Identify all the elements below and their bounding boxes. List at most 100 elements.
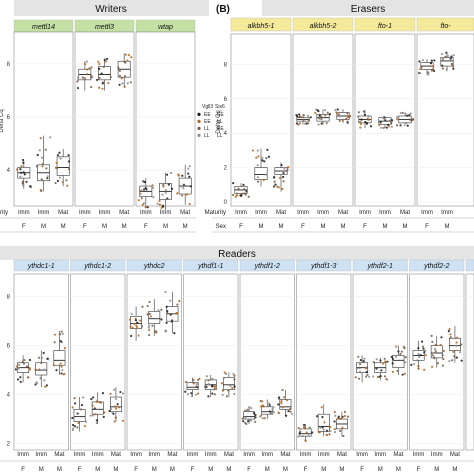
- point-2-6-0-4: [365, 371, 368, 374]
- legend-key-0: [197, 112, 201, 116]
- point-2-0-1-5: [42, 351, 45, 355]
- point-1-2-2-5: [395, 124, 399, 127]
- point-2-0-0-7: [19, 376, 22, 379]
- point-1-2-0-1: [360, 118, 363, 121]
- point-2-1-1-2: [90, 398, 93, 401]
- point-2-1-2-13: [114, 405, 117, 408]
- point-1-2-0-8: [367, 118, 370, 121]
- point-2-6-1-0: [380, 369, 383, 372]
- box-2-0-2: [53, 350, 66, 366]
- point-1-2-2-13: [404, 112, 407, 115]
- point-2-4-0-9: [249, 419, 253, 422]
- point-0-1-1-9: [109, 76, 112, 79]
- point-2-0-2-2: [60, 372, 63, 375]
- point-1-2-1-5: [389, 119, 392, 122]
- point-1-3-1-14: [451, 63, 454, 66]
- point-2-4-0-3: [254, 413, 257, 416]
- point-2-0-2-8: [60, 365, 63, 368]
- point-2-1-1-13: [95, 400, 98, 403]
- point-2-2-2-4: [164, 290, 167, 294]
- point-2-7-2-7: [452, 350, 455, 353]
- point-0-2-0-11: [144, 186, 147, 190]
- legend-six6-3: LL: [217, 133, 223, 139]
- point-1-2-2-8: [399, 124, 402, 127]
- point-2-6-0-1: [354, 376, 357, 379]
- point-0-1-0-10: [90, 66, 93, 69]
- point-1-3-1-12: [441, 52, 444, 56]
- point-2-6-1-11: [385, 377, 388, 381]
- x-tick-maturity-2-6-2: Mat: [393, 452, 403, 458]
- x-tick-sex-1-1-1: M: [321, 224, 326, 230]
- y-tick-label-0-0: 4: [7, 168, 11, 174]
- point-2-1-0-9: [72, 423, 75, 427]
- x-tick-maturity-2-0-0: Imm: [17, 452, 29, 458]
- point-1-2-0-4: [359, 122, 363, 126]
- point-2-6-1-1: [381, 362, 385, 365]
- point-1-1-0-14: [299, 115, 302, 118]
- point-2-5-1-13: [329, 430, 332, 433]
- point-1-0-0-15: [243, 187, 246, 191]
- point-1-0-0-1: [237, 187, 240, 190]
- point-2-2-2-9: [173, 332, 176, 335]
- point-2-6-2-11: [395, 345, 398, 348]
- point-2-3-1-4: [203, 385, 206, 388]
- point-2-1-2-6: [114, 407, 118, 410]
- x-tick-sex-0-0-2: M: [61, 224, 66, 230]
- point-2-7-1-11: [439, 343, 442, 347]
- point-0-0-1-4: [39, 137, 42, 140]
- point-2-3-2-1: [225, 395, 229, 398]
- point-2-7-2-3: [449, 336, 452, 339]
- point-1-3-0-8: [427, 71, 430, 74]
- point-0-2-2-11: [188, 175, 191, 178]
- point-1-0-2-9: [282, 175, 285, 179]
- point-1-0-2-14: [282, 180, 285, 183]
- point-1-1-1-5: [320, 122, 323, 125]
- point-2-3-1-13: [207, 382, 210, 386]
- x-tick-maturity-2-6-1: Imm: [374, 452, 386, 458]
- point-2-2-1-0: [149, 315, 152, 318]
- point-1-3-1-3: [445, 68, 448, 71]
- point-0-1-1-8: [98, 62, 101, 66]
- point-0-0-1-7: [46, 177, 49, 180]
- point-2-1-0-5: [80, 408, 83, 411]
- point-2-6-1-15: [383, 375, 387, 378]
- point-0-0-1-13: [38, 149, 41, 152]
- point-1-2-2-2: [408, 114, 411, 117]
- point-1-0-1-4: [266, 148, 269, 151]
- point-0-0-1-15: [35, 165, 39, 168]
- point-0-2-2-8: [181, 174, 184, 177]
- point-0-0-2-3: [65, 179, 68, 182]
- point-1-2-2-1: [409, 112, 412, 115]
- box-2-4-2: [279, 399, 292, 410]
- point-0-1-2-15: [123, 61, 126, 64]
- point-2-3-0-3: [190, 392, 193, 395]
- point-0-2-2-13: [180, 194, 184, 197]
- point-0-1-0-15: [89, 76, 92, 79]
- point-0-2-2-6: [177, 173, 180, 176]
- point-0-2-1-2: [170, 187, 174, 190]
- point-1-1-1-7: [316, 109, 319, 112]
- point-2-3-0-2: [198, 377, 201, 380]
- point-2-3-2-9: [229, 384, 232, 387]
- point-1-0-1-12: [256, 164, 259, 167]
- point-2-1-2-2: [113, 388, 116, 391]
- facet-label-2-5: ythdf1-3: [310, 263, 336, 270]
- point-0-2-0-6: [152, 196, 155, 199]
- x-tick-sex-1-2-2: M: [403, 224, 408, 230]
- point-1-0-2-12: [282, 171, 285, 175]
- point-2-3-1-0: [207, 379, 210, 382]
- point-1-3-1-6: [441, 67, 444, 70]
- point-2-4-2-15: [277, 396, 281, 399]
- point-0-2-1-9: [164, 189, 168, 192]
- x-tick-sex-2-6-1: M: [378, 467, 383, 473]
- point-2-7-0-13: [417, 367, 420, 370]
- facet-label-2-4: ythdf1-2: [254, 263, 280, 270]
- x-tick-sex-2-5-1: M: [321, 467, 326, 473]
- point-0-1-2-5: [127, 54, 131, 57]
- point-1-1-0-3: [298, 113, 301, 116]
- x-tick-sex-1-3-0: F: [425, 224, 429, 230]
- point-2-4-1-0: [260, 405, 263, 408]
- point-1-1-0-6: [296, 115, 299, 118]
- point-2-3-2-10: [233, 392, 236, 396]
- x-tick-maturity-2-7-1: Imm: [431, 452, 443, 458]
